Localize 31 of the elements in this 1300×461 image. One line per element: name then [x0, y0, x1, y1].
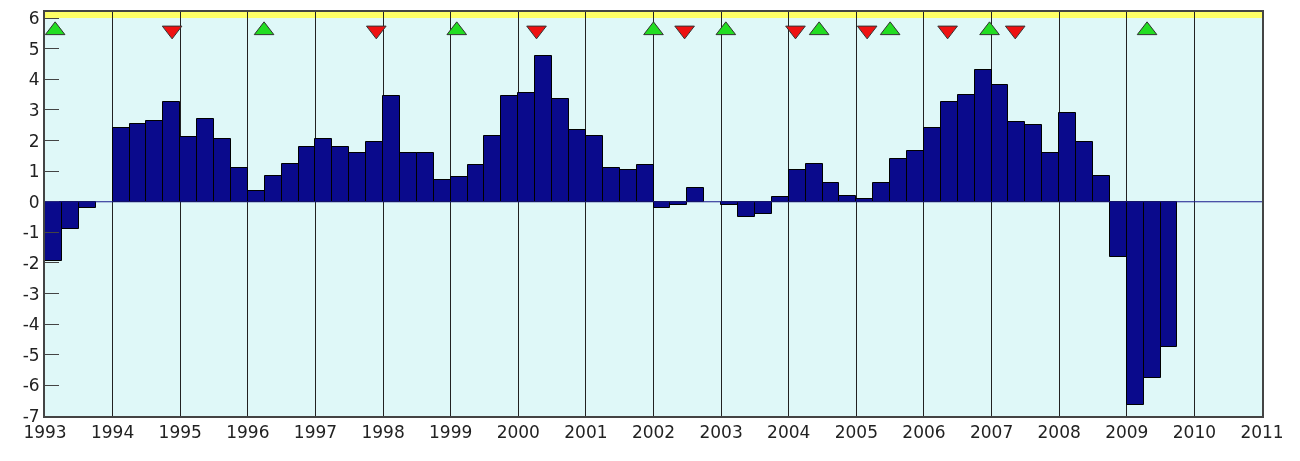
x-tick-label: 2003: [699, 422, 743, 443]
x-tick-label: 1998: [361, 422, 405, 443]
y-tick-label: 2: [28, 130, 40, 151]
x-tick-label: 2011: [1240, 422, 1284, 443]
x-tick-label: 2006: [902, 422, 946, 443]
y-tick-label: 6: [28, 8, 40, 29]
x-tick-label: 2010: [1172, 422, 1217, 443]
y-tick-label: -1: [22, 222, 40, 243]
x-tick-label: 1996: [226, 422, 270, 443]
x-tick-label: 2008: [1037, 422, 1081, 443]
y-tick-label: 5: [28, 38, 40, 59]
x-tick-label: 2009: [1105, 422, 1149, 443]
x-tick-label: 1994: [90, 422, 135, 443]
y-tick-label: -5: [22, 344, 40, 365]
y-tick-label: 4: [28, 69, 40, 90]
x-tick-label: 1995: [158, 422, 202, 443]
y-tick-label: 3: [28, 99, 40, 120]
x-tick-label: 1999: [429, 422, 473, 443]
y-tick-label: -4: [22, 314, 40, 335]
y-tick-label: 0: [28, 191, 40, 212]
y-tick-label: 1: [28, 161, 40, 182]
x-tick-label: 2001: [564, 422, 608, 443]
x-tick-label: 2002: [631, 422, 676, 443]
x-tick-label: 2004: [767, 422, 811, 443]
x-tick-label: 1997: [293, 422, 338, 443]
y-tick-label: -3: [22, 283, 40, 304]
y-tick-label: -2: [22, 252, 40, 273]
y-tick-label: -6: [22, 375, 40, 396]
x-tick-label: 2007: [969, 422, 1014, 443]
x-tick-label: 2005: [834, 422, 878, 443]
x-tick-label: 2000: [496, 422, 540, 443]
